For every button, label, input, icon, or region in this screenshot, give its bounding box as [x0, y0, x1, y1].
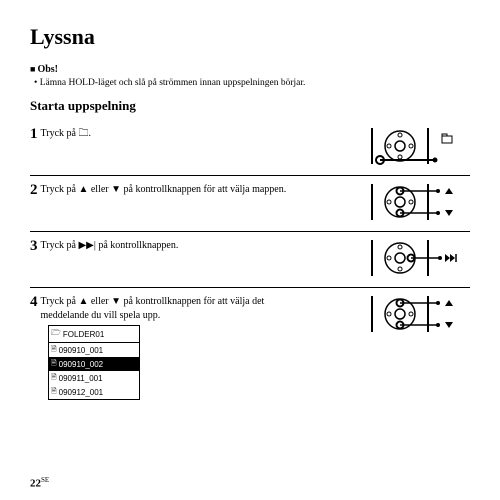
- step-number: 4: [30, 295, 38, 310]
- subheading: Starta uppspelning: [30, 98, 470, 114]
- list-item: 090910_001: [49, 343, 139, 357]
- step-number: 1: [30, 127, 38, 142]
- step-body: Tryck på ▲ eller ▼ på kontrollknappen fö…: [41, 183, 287, 197]
- step-diagram-2: [340, 180, 470, 227]
- note-text: Lämna HOLD-läget och slå på strömmen inn…: [30, 78, 470, 88]
- list-item: 090911_001: [49, 371, 139, 385]
- step-number: 3: [30, 239, 38, 254]
- step-3: 3 Tryck på ▶▶| på kontrollknappen.: [30, 232, 470, 288]
- file-icon: [51, 386, 57, 398]
- folder-list: FOLDER01 090910_001 090910_002 090911_00…: [48, 325, 140, 400]
- file-icon: [51, 372, 57, 384]
- list-item: 090912_001: [49, 385, 139, 399]
- step-diagram-1: [340, 124, 470, 171]
- folder-list-header: FOLDER01: [49, 326, 139, 343]
- file-icon: [51, 358, 57, 370]
- file-icon: [51, 344, 57, 356]
- step-body: Tryck på ▶▶| på kontrollknappen.: [41, 239, 179, 253]
- step-diagram-3: [340, 236, 470, 283]
- page-number: 22SE: [30, 476, 49, 490]
- page-title: Lyssna: [30, 24, 470, 50]
- note-label: Obs!: [30, 64, 470, 75]
- step-2: 2 Tryck på ▲ eller ▼ på kontrollknappen …: [30, 176, 470, 232]
- step-body: Tryck på 🗀.: [41, 127, 91, 141]
- list-item-selected: 090910_002: [49, 357, 139, 371]
- step-1: 1 Tryck på 🗀.: [30, 120, 470, 176]
- step-4: 4 Tryck på ▲ eller ▼ på kontrollknappen …: [30, 288, 470, 404]
- folder-open-icon: [51, 327, 61, 341]
- step-number: 2: [30, 183, 38, 198]
- step-body: Tryck på ▲ eller ▼ på kontrollknappen fö…: [41, 295, 311, 322]
- step-diagram-4: [340, 292, 470, 339]
